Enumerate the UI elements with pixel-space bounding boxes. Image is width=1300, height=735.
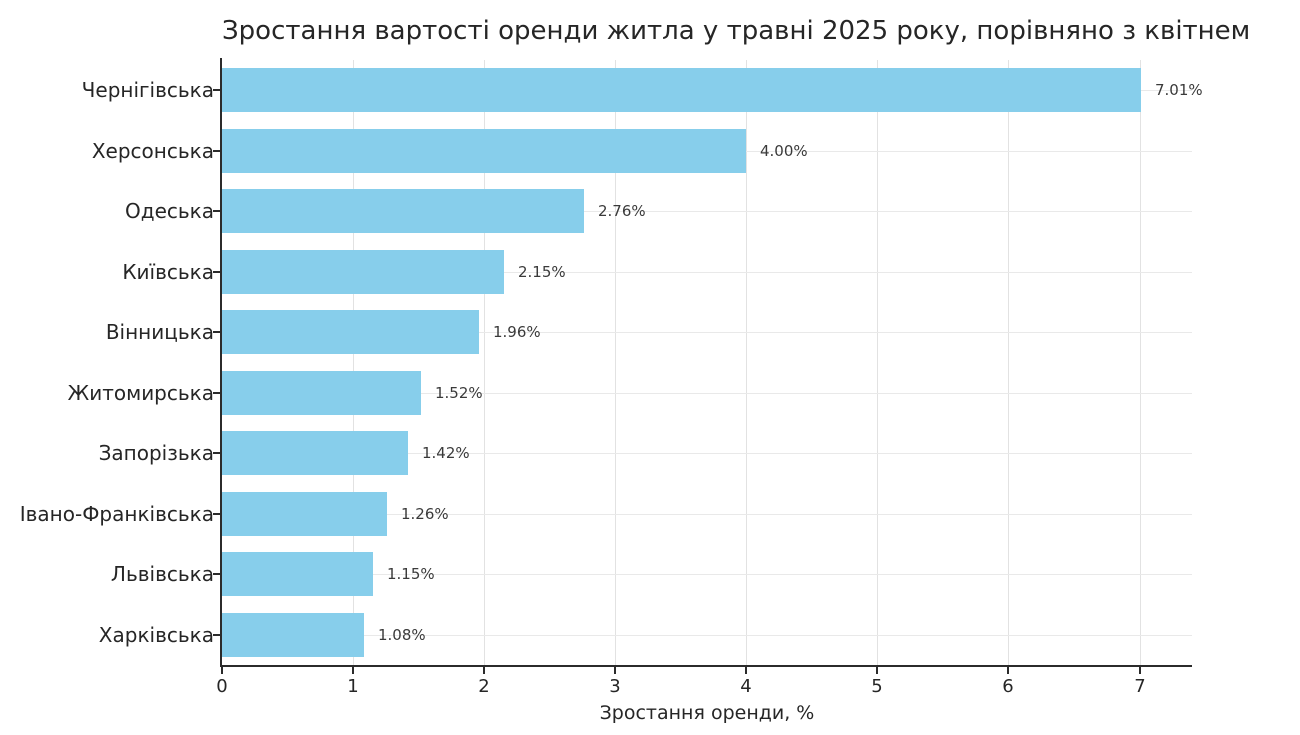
x-tick-mark bbox=[1007, 667, 1009, 674]
y-tick-label: Одеська bbox=[125, 199, 214, 223]
vertical-gridline bbox=[877, 60, 878, 665]
bar-value-label: 1.26% bbox=[401, 505, 449, 523]
horizontal-gridline bbox=[222, 211, 1192, 212]
y-tick-mark bbox=[213, 210, 220, 212]
y-tick-label: Івано-Франківська bbox=[19, 502, 214, 526]
bar-value-label: 7.01% bbox=[1155, 81, 1203, 99]
bar-value-label: 2.76% bbox=[598, 202, 646, 220]
y-tick-label: Запорізька bbox=[98, 441, 214, 465]
y-tick-label: Львівська bbox=[110, 562, 214, 586]
bar-6 bbox=[222, 371, 421, 415]
bar-value-label: 2.15% bbox=[518, 263, 566, 281]
x-tick-label: 1 bbox=[347, 676, 359, 697]
horizontal-gridline bbox=[222, 635, 1192, 636]
x-tick-label: 2 bbox=[478, 676, 490, 697]
plot-area: 7.01% 4.00% 2.76% 2.15% 1.96% 1.52% 1.42% 1.26%… bbox=[222, 60, 1203, 665]
y-tick-mark bbox=[213, 452, 220, 454]
bar-value-label: 4.00% bbox=[760, 142, 808, 160]
x-tick-label: 7 bbox=[1134, 676, 1146, 697]
bar-7 bbox=[222, 431, 408, 475]
vertical-gridline bbox=[1008, 60, 1009, 665]
vertical-gridline bbox=[615, 60, 616, 665]
bar-2 bbox=[222, 129, 746, 173]
bar-5 bbox=[222, 310, 479, 354]
y-tick-mark bbox=[213, 89, 220, 91]
x-tick-mark bbox=[614, 667, 616, 674]
y-tick-label: Вінницька bbox=[105, 320, 214, 344]
y-tick-label: Київська bbox=[122, 260, 214, 284]
bar-value-label: 1.08% bbox=[378, 626, 426, 644]
bar-3 bbox=[222, 189, 584, 233]
bar-9 bbox=[222, 552, 373, 596]
x-axis-label: Зростання оренди, % bbox=[599, 702, 815, 724]
x-tick-mark bbox=[221, 667, 223, 674]
x-axis-spine bbox=[220, 665, 1192, 667]
y-tick-mark bbox=[213, 271, 220, 273]
x-tick-label: 3 bbox=[609, 676, 621, 697]
bar-10 bbox=[222, 613, 364, 657]
y-tick-mark bbox=[213, 150, 220, 152]
bar-1 bbox=[222, 68, 1141, 112]
horizontal-gridline bbox=[222, 514, 1192, 515]
horizontal-gridline bbox=[222, 332, 1192, 333]
bar-value-label: 1.52% bbox=[435, 384, 483, 402]
x-tick-mark bbox=[1139, 667, 1141, 674]
y-tick-mark bbox=[213, 331, 220, 333]
y-axis-spine bbox=[220, 58, 222, 667]
y-tick-label: Херсонська bbox=[91, 139, 214, 163]
bar-4 bbox=[222, 250, 504, 294]
bar-value-label: 1.15% bbox=[387, 565, 435, 583]
bar-value-label: 1.96% bbox=[493, 323, 541, 341]
x-tick-label: 0 bbox=[216, 676, 228, 697]
x-tick-label: 5 bbox=[871, 676, 883, 697]
horizontal-gridline bbox=[222, 453, 1192, 454]
horizontal-gridline bbox=[222, 393, 1192, 394]
x-tick-mark bbox=[745, 667, 747, 674]
vertical-gridline bbox=[353, 60, 354, 665]
y-tick-label: Чернігівська bbox=[81, 78, 214, 102]
x-tick-mark bbox=[876, 667, 878, 674]
y-tick-label: Харківська bbox=[98, 623, 214, 647]
y-tick-mark bbox=[213, 513, 220, 515]
x-tick-label: 4 bbox=[740, 676, 752, 697]
vertical-gridline bbox=[484, 60, 485, 665]
bar-8 bbox=[222, 492, 387, 536]
y-tick-mark bbox=[213, 392, 220, 394]
horizontal-gridline bbox=[222, 574, 1192, 575]
x-tick-mark bbox=[352, 667, 354, 674]
y-tick-mark bbox=[213, 634, 220, 636]
horizontal-gridline bbox=[222, 272, 1192, 273]
chart-title: Зростання вартості оренди житла у травні… bbox=[222, 16, 1251, 46]
y-tick-label: Житомирська bbox=[67, 381, 214, 405]
x-tick-label: 6 bbox=[1002, 676, 1014, 697]
y-tick-mark bbox=[213, 573, 220, 575]
vertical-gridline bbox=[746, 60, 747, 665]
vertical-gridline bbox=[1140, 60, 1141, 665]
bar-value-label: 1.42% bbox=[422, 444, 470, 462]
x-tick-mark bbox=[483, 667, 485, 674]
